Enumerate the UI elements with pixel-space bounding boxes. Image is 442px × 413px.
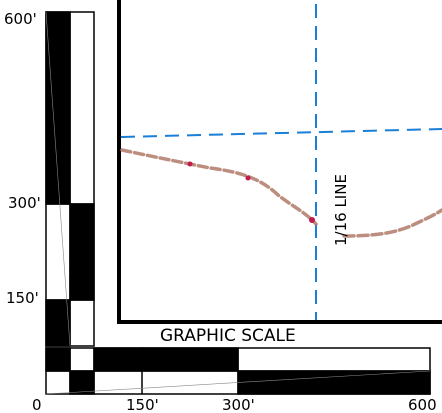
vertical-label-300: 300' — [8, 194, 41, 212]
boundary-trace-right — [342, 208, 442, 238]
map-panel: 1/16 LINE — [117, 0, 442, 324]
trace-marks — [187, 161, 315, 223]
horizontal-scale-bar — [45, 347, 431, 395]
horizontal-label-0: 0 — [32, 396, 42, 413]
vertical-label-600: 600' — [4, 10, 37, 28]
horizontal-label-300: 300' — [222, 396, 255, 413]
graphic-scale-title: GRAPHIC SCALE — [160, 326, 296, 346]
boundary-trace — [120, 148, 318, 226]
vertical-scale-bar — [45, 11, 95, 347]
sixteenth-line-label: 1/16 LINE — [332, 174, 350, 246]
horizontal-label-150: 150' — [126, 396, 159, 413]
vertical-label-150: 150' — [6, 289, 39, 307]
horizontal-label-600: 600 — [408, 396, 437, 413]
horizontal-sixteenth-line — [120, 128, 442, 138]
